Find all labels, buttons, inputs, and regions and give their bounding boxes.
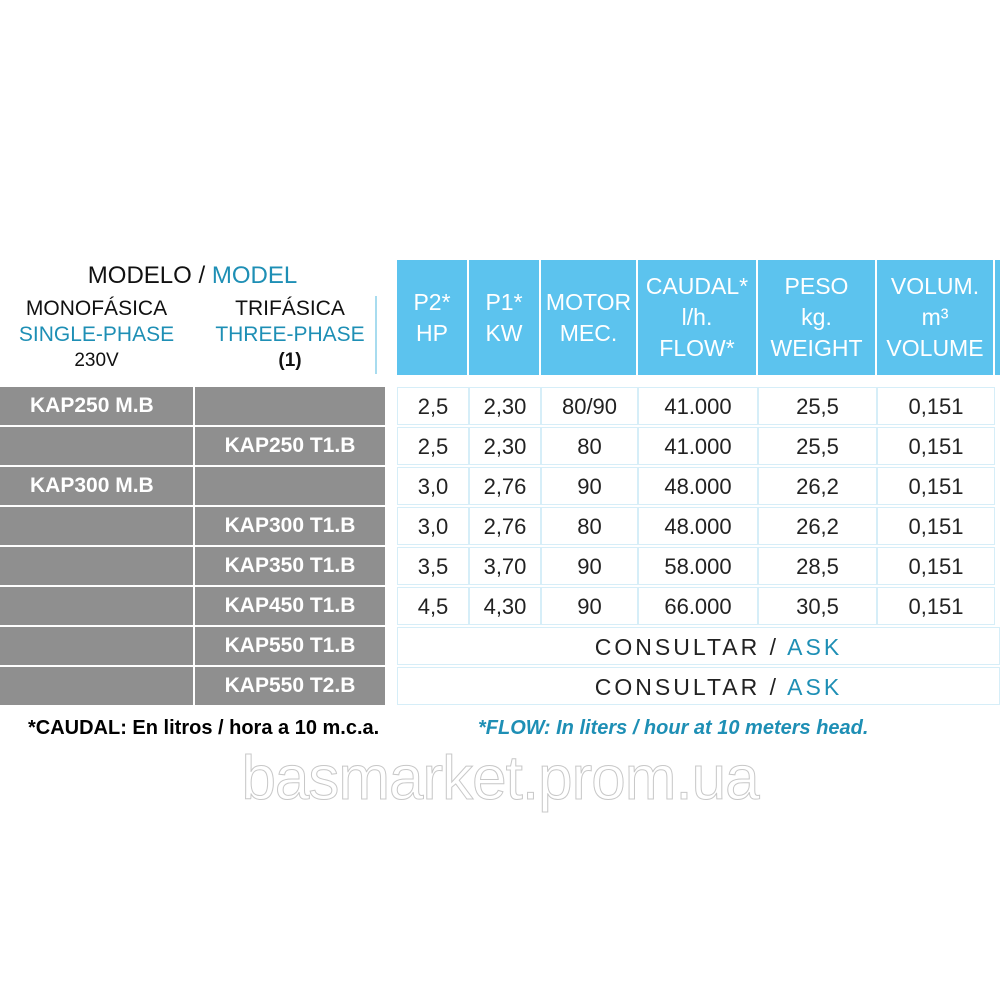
- column-header-line: FLOW*: [659, 335, 735, 361]
- three-es: TRIFÁSICA: [235, 297, 345, 320]
- model-header: MODELO / MODEL: [0, 262, 385, 290]
- table-cell: 41.000: [638, 427, 758, 465]
- column-header-line: WEIGHT: [770, 335, 863, 361]
- table-cell: 80: [541, 427, 638, 465]
- column-header-line: m³: [921, 304, 949, 330]
- column-header: PESO kg. WEIGHT: [758, 260, 875, 375]
- three-en: THREE-PHASE: [215, 323, 365, 346]
- table-cell: 66.000: [638, 587, 758, 625]
- table-cell: 0,151: [877, 387, 995, 425]
- three-phase-model: KAP300 T1.B: [195, 507, 385, 545]
- table-cell: 30,5: [758, 587, 877, 625]
- single-phase-model: [0, 507, 193, 545]
- sep: /: [760, 674, 788, 700]
- column-header-line: VOLUM.: [890, 273, 980, 299]
- table-cell: 80/90: [541, 387, 638, 425]
- table-cell: 80: [541, 507, 638, 545]
- column-header-line: kg.: [801, 304, 832, 330]
- table-cell: 0,151: [877, 467, 995, 505]
- table-cell: 2,76: [469, 467, 541, 505]
- column-header-line: MOTOR: [545, 288, 632, 315]
- table-cell: 28,5: [758, 547, 877, 585]
- table-cell: 2,30: [469, 427, 541, 465]
- single-phase-header: MONOFÁSICA SINGLE-PHASE 230V: [0, 296, 193, 374]
- table-cell: 3,5: [397, 547, 469, 585]
- sep: /: [191, 262, 212, 289]
- column-header-line: HP: [416, 319, 448, 346]
- single-phase-model: [0, 627, 193, 665]
- ask-es: CONSULTAR: [594, 674, 761, 700]
- table-cell: 26,2: [758, 467, 877, 505]
- column-header: CAUDAL* l/h. FLOW*: [638, 260, 756, 375]
- single-note: 230V: [74, 350, 119, 371]
- table-cell: 25,5: [758, 427, 877, 465]
- table-cell: 2,5: [397, 387, 469, 425]
- three-phase-header: TRIFÁSICA THREE-PHASE (1): [195, 296, 385, 374]
- ask-cell: CONSULTAR / ASK: [397, 627, 1000, 665]
- footnote-en: *FLOW: In liters / hour at 10 meters hea…: [478, 717, 869, 739]
- column-header-line: MEC.: [559, 319, 618, 346]
- single-phase-model: [0, 547, 193, 585]
- table-cell: 4,30: [469, 587, 541, 625]
- column-header-line: KW: [485, 319, 523, 346]
- table-cell: 25,5: [758, 387, 877, 425]
- three-phase-model: [195, 467, 385, 505]
- column-header: MOTOR MEC.: [541, 260, 636, 375]
- single-en: SINGLE-PHASE: [18, 323, 175, 346]
- table-cell: 90: [541, 467, 638, 505]
- table-cell: 3,0: [397, 467, 469, 505]
- divider: [375, 296, 377, 374]
- column-header: P2* HP: [397, 260, 467, 375]
- watermark: basmarket.prom.ua: [241, 744, 760, 813]
- column-header-line: CAUDAL*: [645, 273, 749, 299]
- column-header-line: P1*: [485, 288, 523, 315]
- table-cell: 0,151: [877, 547, 995, 585]
- three-phase-model: KAP350 T1.B: [195, 547, 385, 585]
- single-phase-model: [0, 667, 193, 705]
- single-phase-model: KAP250 M.B: [0, 387, 193, 425]
- sep: /: [760, 634, 788, 660]
- table-cell: 0,151: [877, 427, 995, 465]
- table-cell: 2,30: [469, 387, 541, 425]
- column-header-line: PESO: [784, 273, 849, 299]
- table-cell: 48.000: [638, 467, 758, 505]
- table-cell: 41.000: [638, 387, 758, 425]
- single-phase-model: [0, 427, 193, 465]
- ask-cell: CONSULTAR / ASK: [397, 667, 1000, 705]
- column-header: P1* KW: [469, 260, 539, 375]
- column-header-line: P2*: [413, 288, 451, 315]
- header-partial: [995, 260, 1000, 375]
- table-cell: 90: [541, 587, 638, 625]
- three-phase-model: [195, 387, 385, 425]
- table-cell: 26,2: [758, 507, 877, 545]
- ask-en: ASK: [787, 634, 843, 660]
- table-cell: 3,0: [397, 507, 469, 545]
- table-cell: 0,151: [877, 507, 995, 545]
- table-cell: 90: [541, 547, 638, 585]
- ask-en: ASK: [787, 674, 843, 700]
- table-cell: 3,70: [469, 547, 541, 585]
- column-header: VOLUM. m³ VOLUME: [877, 260, 993, 375]
- single-phase-model: KAP300 M.B: [0, 467, 193, 505]
- single-phase-model: [0, 587, 193, 625]
- three-phase-model: KAP550 T2.B: [195, 667, 385, 705]
- column-header-line: l/h.: [681, 304, 713, 330]
- single-es: MONOFÁSICA: [25, 297, 168, 320]
- ask-es: CONSULTAR: [594, 634, 761, 660]
- table-cell: 58.000: [638, 547, 758, 585]
- model-header-en: MODEL: [211, 262, 298, 289]
- model-header-es: MODELO: [87, 262, 192, 289]
- table-cell: 0,151: [877, 587, 995, 625]
- three-note: (1): [278, 350, 302, 371]
- table-cell: 2,5: [397, 427, 469, 465]
- three-phase-model: KAP450 T1.B: [195, 587, 385, 625]
- table-cell: 4,5: [397, 587, 469, 625]
- table-cell: 2,76: [469, 507, 541, 545]
- footnote-es: *CAUDAL: En litros / hora a 10 m.c.a.: [28, 717, 380, 739]
- three-phase-model: KAP550 T1.B: [195, 627, 385, 665]
- three-phase-model: KAP250 T1.B: [195, 427, 385, 465]
- table-cell: 48.000: [638, 507, 758, 545]
- column-header-line: VOLUME: [886, 335, 984, 361]
